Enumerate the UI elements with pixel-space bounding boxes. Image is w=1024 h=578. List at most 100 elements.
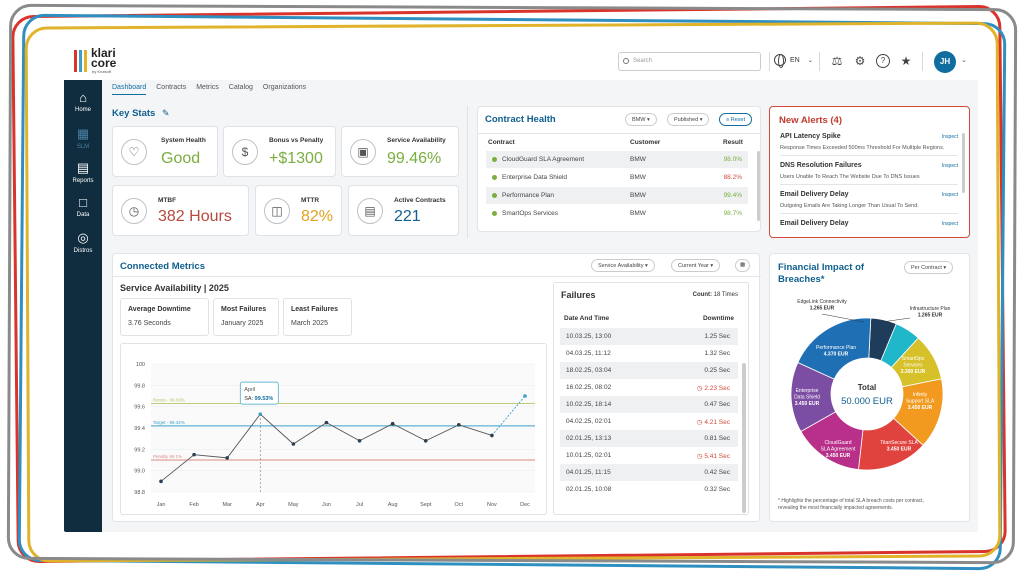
table-row[interactable]: 02.01.25, 13:13 0.81 Sec	[560, 430, 738, 447]
failures-panel: Failures Count: 18 Times Date And Time D…	[553, 282, 749, 515]
divider	[467, 106, 468, 238]
sidebar-item-data[interactable]: □ Data	[64, 195, 102, 218]
edit-icon[interactable]: ✎	[161, 108, 170, 118]
stat-card-active-contracts[interactable]: ▤ Active Contracts 221	[348, 185, 459, 236]
calendar-button[interactable]: ▩	[735, 259, 751, 272]
stat-value: 382 Hours	[158, 208, 232, 225]
slice-label-line: Infinity	[913, 392, 928, 398]
table-row[interactable]: 04.01.25, 11:15 0.42 Sec	[560, 464, 738, 481]
data-point	[457, 423, 461, 427]
series-line-projected	[491, 395, 526, 436]
table-row[interactable]: 02.01.25, 10:08 0.32 Sec	[560, 481, 738, 498]
breakdown-filter[interactable]: Per Contract ▾	[904, 261, 954, 274]
sidebar-item-distros[interactable]: ◎ Distros	[64, 230, 102, 254]
logo[interactable]: klari core by Krutsoft	[74, 46, 134, 76]
table-row[interactable]: 18.02.25, 03:04 0.25 Sec	[560, 362, 738, 379]
y-tick-label: 99.6	[134, 405, 145, 411]
metric-filter[interactable]: Service Availability ▾	[591, 259, 655, 272]
summary-least-failures: Least Failures March 2025	[283, 298, 352, 336]
table-row[interactable]: Performance Plan BMW 99.4%	[486, 187, 748, 205]
slice-label: CloudGuard SLA Agreement 3.450 EUR	[821, 440, 856, 459]
stat-card-system-health[interactable]: ♡ System Health Good	[112, 126, 218, 177]
table-row[interactable]: 04.03.25, 11:12 1.32 Sec	[560, 345, 738, 362]
x-tick-label: Jan	[157, 502, 166, 508]
metrics-subtitle: Service Availability | 2025	[120, 283, 229, 293]
inspect-link[interactable]: Inspect	[941, 221, 958, 227]
search-input[interactable]: Search	[618, 52, 761, 71]
failure-downtime: ◷ 2.23 Sec	[696, 385, 730, 392]
inspect-link[interactable]: Inspect	[941, 192, 958, 198]
chart-container: 100 99.8 99.6 99.4 99.2 99.0 98.8 Bonus - 99.63…	[120, 343, 547, 515]
stat-card-mttr[interactable]: ◫ MTTR 82%	[255, 185, 342, 236]
scrollbar[interactable]	[962, 133, 965, 193]
alert-item[interactable]: Email Delivery Delay Inspect	[780, 220, 958, 227]
failure-date: 10.03.25, 13:00	[566, 333, 612, 340]
help-icon[interactable]: ?	[876, 54, 890, 68]
tab-catalog[interactable]: Catalog	[228, 84, 253, 91]
star-icon[interactable]: ★	[900, 54, 912, 68]
tab-organizations[interactable]: Organizations	[262, 84, 307, 91]
gear-icon[interactable]: ⚙	[854, 54, 866, 68]
alert-item[interactable]: Email Delivery Delay Outgoing Emails Are…	[780, 191, 958, 209]
divider	[113, 276, 761, 277]
failure-downtime: ◷ 4.21 Sec	[696, 419, 730, 426]
tab-metrics[interactable]: Metrics	[196, 84, 219, 91]
sidebar-item-slm[interactable]: ▦ SLM	[64, 126, 102, 150]
logo-text: klari core	[91, 46, 117, 70]
avatar[interactable]: JH	[934, 51, 956, 73]
alert-item[interactable]: DNS Resolution Failures Users Unable To …	[780, 162, 958, 180]
donut-center	[832, 359, 902, 429]
distros-icon: ◎	[77, 230, 89, 245]
inspect-link[interactable]: Inspect	[941, 134, 958, 140]
customer-filter[interactable]: BMW ▾	[625, 113, 657, 126]
table-row[interactable]: Enterprise Data Shield BMW 88.2%	[486, 169, 748, 187]
data-point	[291, 442, 296, 446]
stat-card-bonus-penalty[interactable]: $ Bonus vs Penalty +$1300	[223, 126, 336, 177]
slice-label-line: EdgeLink Connectivity	[797, 299, 847, 305]
language-selector[interactable]: EN ⌄	[774, 54, 813, 68]
globe-icon	[774, 54, 786, 68]
data-point	[490, 433, 494, 438]
status-dot	[492, 192, 497, 198]
sidebar-item-home[interactable]: ⌂ Home	[64, 90, 102, 113]
stat-card-service-availability[interactable]: ▣ Service Availability 99.46%	[341, 126, 459, 177]
alert-item[interactable]: API Latency Spike Response Times Exceede…	[780, 133, 958, 151]
alerts-title: New Alerts (4)	[779, 115, 842, 126]
tab-dashboard[interactable]: Dashboard	[112, 84, 147, 95]
table-row[interactable]: 04.02.25, 02:01 ◷ 4.21 Sec	[560, 413, 738, 430]
stat-card-mtbf[interactable]: ◷ MTBF 382 Hours	[112, 185, 249, 236]
inspect-link[interactable]: Inspect	[941, 163, 958, 169]
table-row[interactable]: 10.03.25, 13:00 1.25 Sec	[560, 328, 738, 345]
scale-icon[interactable]: ⚖	[831, 54, 843, 68]
status-filter[interactable]: Published ▾	[667, 113, 710, 126]
reset-button[interactable]: ≡ Reset	[719, 113, 753, 126]
x-tick-label: May	[288, 502, 299, 508]
sidebar-item-label: Distros	[73, 248, 93, 254]
table-row[interactable]: 16.02.25, 08:02 ◷ 2.23 Sec	[560, 379, 738, 396]
chevron-down-icon[interactable]: ⌄	[961, 57, 967, 64]
summary-average-downtime: Average Downtime 3.76 Seconds	[120, 298, 209, 336]
search-icon	[623, 58, 629, 64]
scrollbar[interactable]	[757, 151, 760, 221]
tab-contracts[interactable]: Contracts	[156, 84, 187, 91]
table-row[interactable]: 10.02.25, 18:14 0.47 Sec	[560, 396, 738, 413]
x-tick-label: Jun	[322, 502, 331, 508]
y-tick-label: 98.8	[134, 490, 145, 496]
y-tick-label: 99.4	[134, 426, 145, 432]
logo-mark	[74, 50, 88, 72]
data-point	[390, 421, 395, 426]
table-row[interactable]: CloudGuard SLA Agreement BMW 98.0%	[486, 151, 748, 169]
table-row[interactable]: SmartOps Services BMW 98.7%	[486, 205, 748, 223]
failure-date: 02.01.25, 13:13	[566, 435, 612, 442]
chevron-down-icon: ⌄	[807, 57, 813, 64]
sidebar-item-reports[interactable]: ▤ Reports	[64, 160, 102, 184]
table-row[interactable]: 10.01.25, 02:01 ◷ 5.41 Sec	[560, 447, 738, 464]
stat-label: Active Contracts	[394, 197, 446, 204]
toolbox-icon: ◫	[264, 197, 290, 224]
period-filter[interactable]: Current Year ▾	[671, 259, 721, 272]
slice-label-line: TitanSecure SLA	[880, 440, 918, 446]
divider	[780, 213, 958, 214]
failure-date: 04.02.25, 02:01	[566, 418, 612, 425]
scrollbar[interactable]	[742, 363, 746, 513]
tooltip-title: April	[244, 387, 255, 393]
